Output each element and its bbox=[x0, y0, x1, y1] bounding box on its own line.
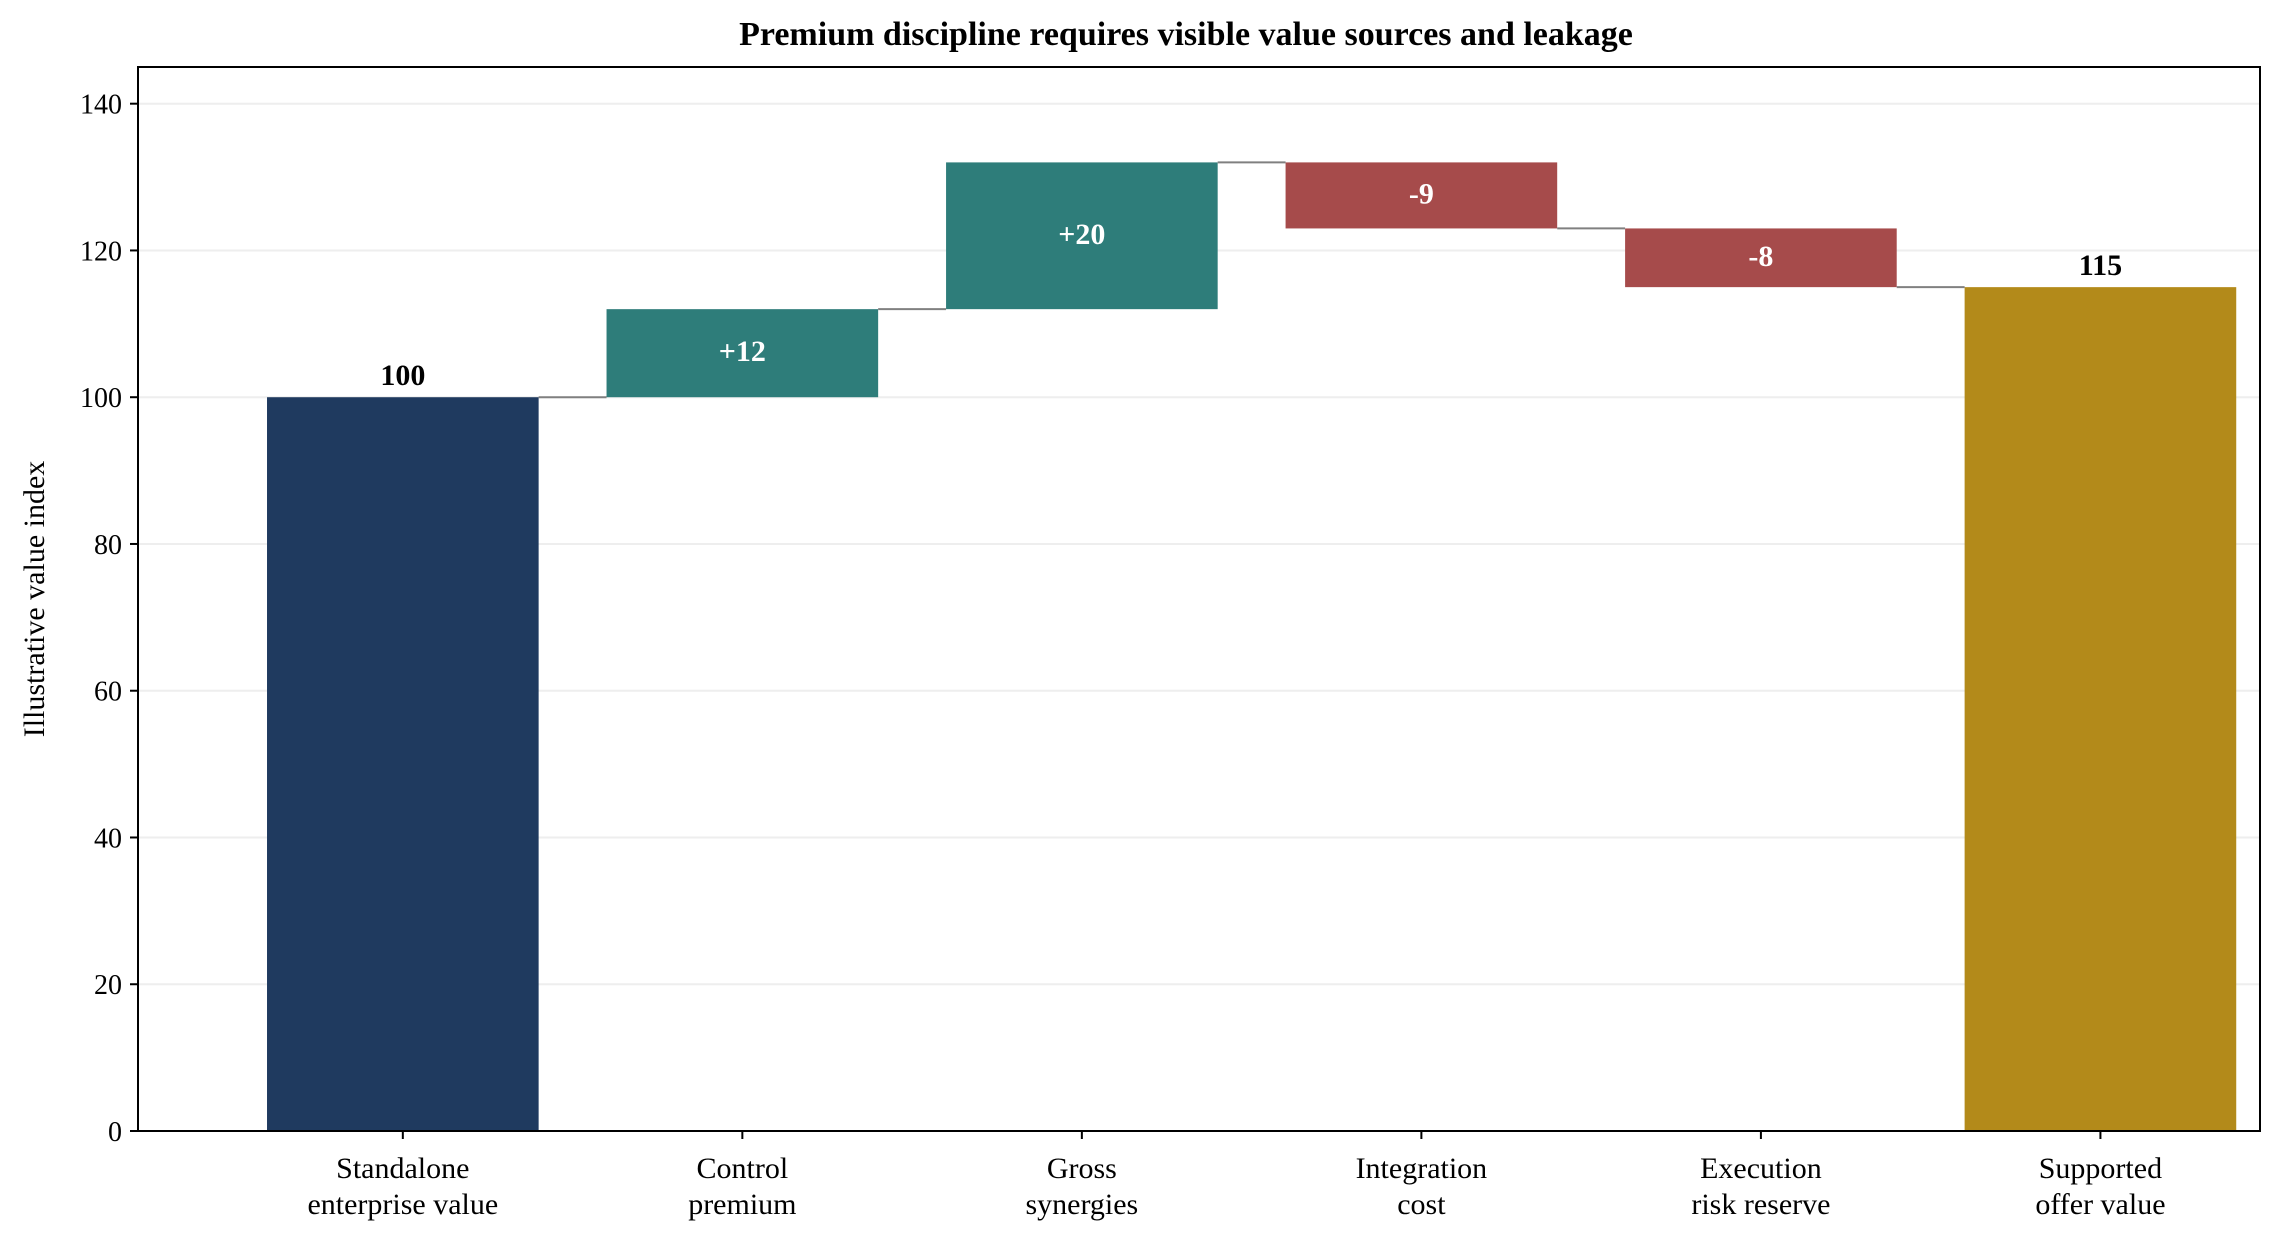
connector-layer bbox=[538, 161, 1965, 399]
data-label: +20 bbox=[1058, 218, 1105, 251]
waterfall-bar bbox=[1285, 162, 1558, 229]
waterfall-bar bbox=[267, 397, 539, 1131]
y-tick-label: 140 bbox=[80, 90, 122, 121]
y-tick-label: 80 bbox=[94, 530, 122, 561]
axis-layer: 0 20 40 60 80 100 120 140 Standalone enterprise v… bbox=[80, 66, 2261, 1221]
category-label: Standalone enterprise value bbox=[307, 1152, 498, 1221]
y-tick-label: 60 bbox=[94, 677, 122, 708]
data-label: -9 bbox=[1409, 177, 1434, 210]
plot-frame bbox=[137, 66, 2261, 1132]
data-label: -8 bbox=[1748, 240, 1773, 273]
bar-layer bbox=[267, 162, 2237, 1131]
category-label: Integration cost bbox=[1356, 1152, 1488, 1221]
waterfall-bar bbox=[1625, 228, 1897, 288]
waterfall-bar bbox=[946, 162, 1218, 310]
chart-title: Premium discipline requires visible valu… bbox=[739, 16, 1633, 53]
waterfall-bar bbox=[1964, 287, 2237, 1131]
y-tick-label: 100 bbox=[80, 383, 122, 414]
label-layer: 100 +12 +20 -9 -8 115 bbox=[380, 177, 2122, 392]
y-tick-label: 20 bbox=[94, 970, 122, 1001]
waterfall-bar bbox=[606, 309, 879, 398]
category-label: Execution risk reserve bbox=[1691, 1152, 1830, 1221]
y-tick-label: 0 bbox=[108, 1117, 122, 1148]
category-label: Supported offer value bbox=[2035, 1152, 2165, 1221]
y-tick-label: 120 bbox=[80, 236, 122, 267]
y-tick-label: 40 bbox=[94, 823, 122, 854]
category-label: Gross synergies bbox=[1025, 1152, 1138, 1221]
data-label: +12 bbox=[719, 335, 766, 368]
category-label: Control premium bbox=[688, 1152, 796, 1221]
data-label: 100 bbox=[380, 359, 425, 392]
y-axis-title: Illustrative value index bbox=[18, 461, 51, 738]
data-label: 115 bbox=[2079, 249, 2122, 282]
